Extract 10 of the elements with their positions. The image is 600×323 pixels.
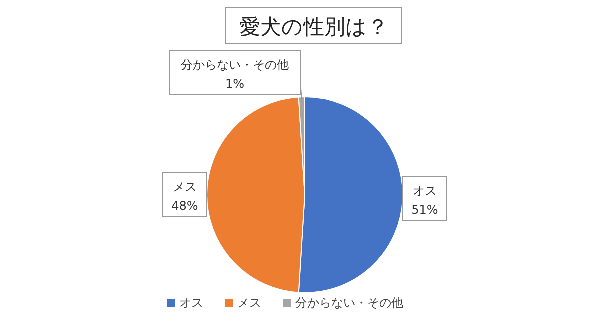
legend-label: 分からない・その他: [296, 296, 404, 310]
slice-label: オス: [412, 184, 437, 198]
data-label: 1%: [225, 77, 245, 91]
slice-label: メス: [173, 180, 197, 194]
legend-label: オス: [180, 296, 204, 310]
chart-title: 愛犬の性別は？: [240, 15, 388, 39]
data-label: 51%: [412, 202, 438, 217]
legend-label: メス: [238, 296, 262, 310]
data-label: 48%: [172, 199, 198, 213]
slice-label: 分からない・その他: [181, 58, 289, 72]
